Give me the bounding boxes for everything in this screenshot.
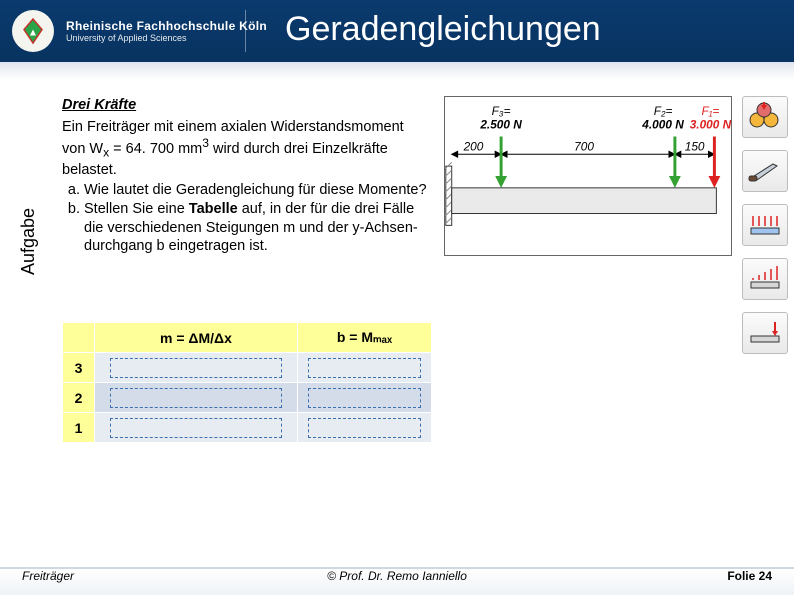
beam-rect: [452, 188, 717, 214]
force-2-value: 3.000 N: [690, 118, 731, 132]
knife-icon[interactable]: [742, 150, 788, 192]
item-b-bold: Tabelle: [189, 201, 238, 217]
problem-list: Wie lautet die Geradengleichung für dies…: [62, 181, 430, 256]
university-emblem-icon: [12, 10, 54, 52]
aufgabe-label: Aufgabe: [18, 208, 39, 275]
footer-left: Freiträger: [22, 569, 74, 583]
span-2-label: 150: [685, 139, 705, 153]
footer-center: © Prof. Dr. Remo Ianniello: [327, 569, 467, 583]
footer-right: Folie 24: [727, 569, 772, 583]
row-cat-1: 2: [63, 383, 95, 413]
problem-item-a: Wie lautet die Geradengleichung für dies…: [84, 181, 430, 200]
span-1-label: 700: [574, 139, 594, 153]
university-name: Rheinische Fachhochschule Köln: [66, 19, 267, 33]
circles-load-icon[interactable]: [742, 96, 788, 138]
table-row: 1: [63, 413, 432, 443]
span-0-label: 200: [463, 139, 484, 153]
force-1-value: 4.000 N: [641, 118, 684, 132]
problem-item-b: Stellen Sie eine Tabelle auf, in der für…: [84, 200, 430, 256]
university-text: Rheinische Fachhochschule Köln Universit…: [66, 19, 267, 43]
intro-part2: = 64. 700 mm: [109, 141, 202, 157]
subheader-gradient: [0, 62, 794, 80]
header-bar: Rheinische Fachhochschule Köln Universit…: [0, 0, 794, 62]
page-title: Geradengleichungen: [285, 10, 601, 49]
cell-m-2[interactable]: [95, 413, 298, 443]
wall-hatch: [445, 162, 452, 225]
distributed-load-icon[interactable]: [742, 204, 788, 246]
table-header-b: b = Mₘₐₓ: [297, 323, 431, 353]
intro-sup: 3: [202, 136, 209, 150]
side-icon-column: [742, 96, 788, 354]
force-1-label: F₂=: [654, 104, 673, 118]
cell-b-0[interactable]: [297, 353, 431, 383]
cell-m-1[interactable]: [95, 383, 298, 413]
beam-figure: 200 700 150 F₃= 2.500 N F₂= 4.000 N F₁= …: [444, 96, 732, 256]
cell-b-1[interactable]: [297, 383, 431, 413]
slope-intercept-table: m = ΔM/Δx b = Mₘₐₓ 3 2 1: [62, 322, 432, 443]
force-F2: F₂= 4.000 N: [641, 104, 684, 188]
row-cat-0: 3: [63, 353, 95, 383]
cell-m-0[interactable]: [95, 353, 298, 383]
force-0-value: 2.500 N: [479, 118, 522, 132]
row-cat-2: 1: [63, 413, 95, 443]
table-header-blank: [63, 323, 95, 353]
problem-statement: Drei Kräfte Ein Freiträger mit einem axi…: [62, 96, 430, 256]
force-F3: F₃= 2.500 N: [479, 104, 522, 188]
cell-b-2[interactable]: [297, 413, 431, 443]
footer-bar: Freiträger © Prof. Dr. Remo Ianniello Fo…: [0, 567, 794, 595]
problem-title: Drei Kräfte: [62, 96, 430, 115]
point-load-icon[interactable]: [742, 312, 788, 354]
item-b-part1: Stellen Sie eine: [84, 201, 189, 217]
varying-load-icon[interactable]: [742, 258, 788, 300]
table-row: 3: [63, 353, 432, 383]
force-2-label: F₁=: [702, 104, 720, 118]
force-0-label: F₃=: [492, 104, 511, 118]
header-separator: [245, 10, 246, 52]
content-area: Aufgabe Drei Kräfte Ein Freiträger mit e…: [0, 80, 794, 567]
table-header-m: m = ΔM/Δx: [95, 323, 298, 353]
university-subtitle: University of Applied Sciences: [66, 33, 267, 43]
problem-intro: Ein Freiträger mit einem axialen Widerst…: [62, 118, 430, 180]
logo-wrap: Rheinische Fachhochschule Köln Universit…: [0, 10, 267, 52]
table-row: 2: [63, 383, 432, 413]
